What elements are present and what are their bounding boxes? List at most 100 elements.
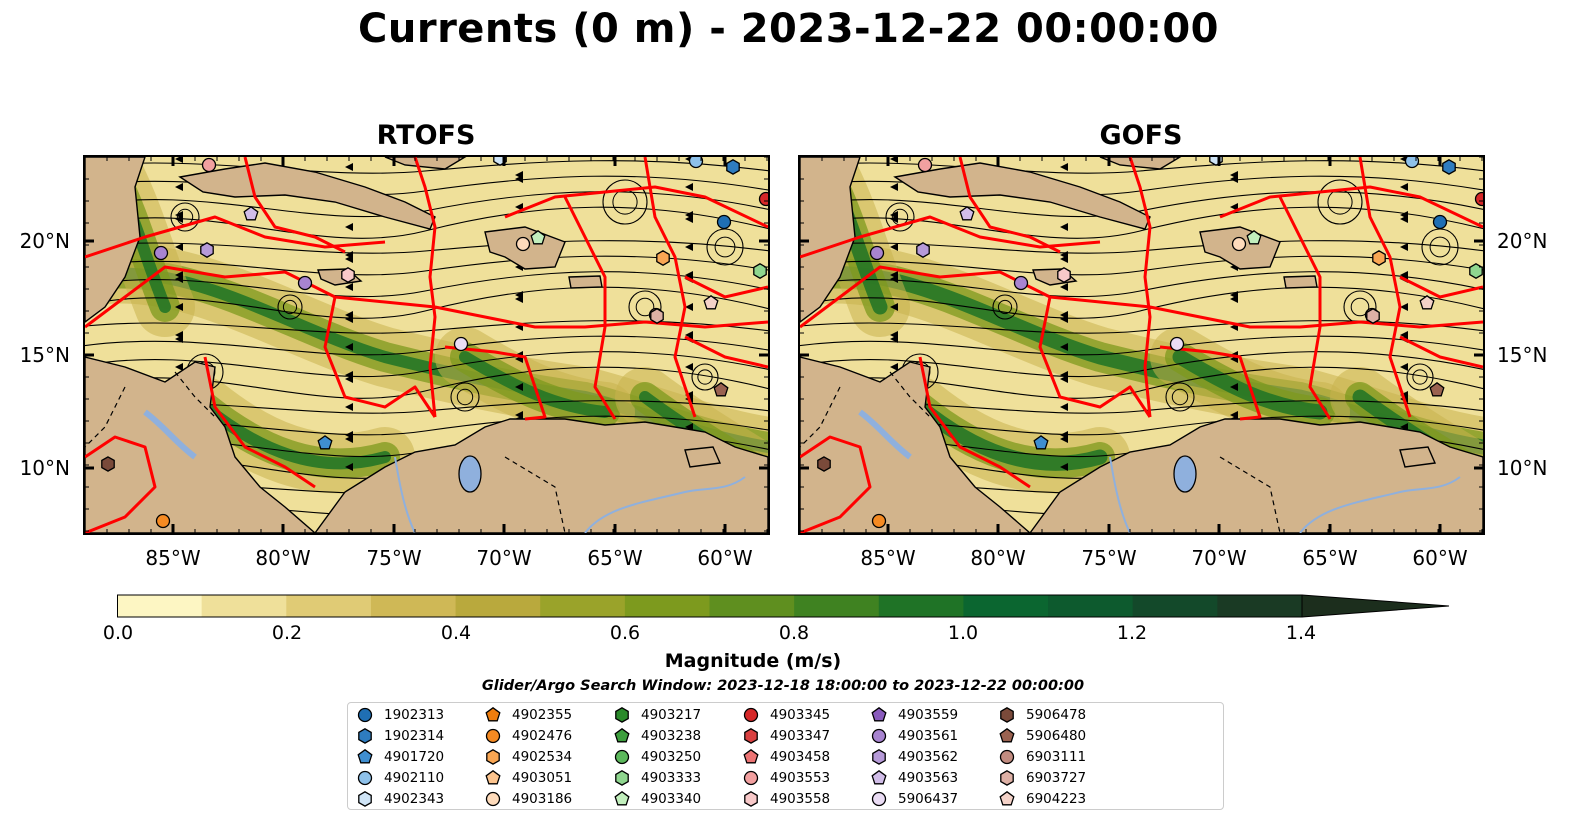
lat-label-15n-left: 15°N: [19, 343, 70, 367]
colorbar-tick: 0.6: [609, 622, 641, 644]
float-marker-5906437: [453, 336, 469, 352]
puerto-rico-landmass: [568, 275, 603, 289]
float-marker-4903333: [753, 263, 767, 279]
map-ticks: [800, 157, 1483, 533]
flow-arrow: [890, 335, 898, 343]
float-marker-icon: [614, 749, 630, 765]
trinidad-landmass: [684, 446, 722, 468]
float-marker-icon: [871, 791, 887, 807]
lat-label-10n-left: 10°N: [19, 456, 70, 480]
float-marker-icon: [872, 749, 886, 765]
map-panel-gofs[interactable]: [798, 155, 1485, 535]
float-marker-shape: [744, 728, 758, 744]
legend-item: 4903217: [613, 705, 701, 725]
lon-label-75w-rtofs: 75°W: [366, 546, 422, 570]
legend-item: 4903559: [870, 705, 958, 725]
eez-boundary: [643, 157, 697, 418]
float-marker-icon: [485, 791, 501, 807]
flow-arrow: [1230, 295, 1238, 303]
lon-label-70w-rtofs: 70°W: [476, 546, 532, 570]
flow-arrow: [890, 157, 898, 163]
legend-label: 4903217: [641, 707, 702, 723]
colorbar-tick: 1.0: [947, 622, 979, 644]
float-marker-shape: [999, 727, 1015, 743]
land: [85, 157, 768, 533]
float-marker-shape: [743, 770, 759, 786]
float-marker-shape: [614, 727, 630, 743]
colorbar-cell: [794, 595, 880, 617]
colorbar-extend-arrow: [1302, 595, 1449, 617]
panel-title-gofs: GOFS: [1099, 120, 1183, 151]
eddy-streamline: [456, 388, 474, 406]
float-marker-5906480: [1429, 381, 1445, 397]
eez-boundary: [85, 435, 157, 533]
eez-boundary: [958, 157, 1061, 254]
legend-item: 4903186: [484, 789, 572, 809]
legend-item: 4903333: [613, 768, 701, 788]
eez-boundary: [1128, 157, 1152, 418]
colorbar-cell: [370, 595, 457, 617]
streamline: [85, 240, 768, 254]
legend-label: 1902314: [384, 728, 445, 744]
float-marker-icon: [615, 770, 629, 786]
streamline: [800, 206, 1483, 239]
colorbar-tick: 0.0: [102, 622, 134, 644]
legend-item: 4903238: [613, 726, 701, 746]
lat-label-10n-right: 10°N: [1497, 456, 1548, 480]
lon-label-65w-rtofs: 65°W: [587, 546, 643, 570]
float-marker-shape: [614, 790, 630, 806]
float-marker-4903553: [201, 157, 217, 173]
flow-arrow: [515, 383, 523, 391]
float-marker-shape: [358, 791, 372, 807]
river: [1109, 456, 1131, 533]
float-marker-icon: [485, 706, 501, 722]
eez-boundary: [203, 356, 316, 489]
legend-item: 4903562: [870, 747, 958, 767]
legend-label: 4903186: [512, 791, 573, 807]
float-marker-icon: [357, 748, 373, 764]
legend-item: 1902314: [356, 726, 444, 746]
flow-arrow: [685, 303, 693, 311]
streamline: [800, 320, 1483, 334]
float-marker-icon: [486, 749, 500, 765]
florida-tip-landmass: [384, 157, 467, 170]
flow-arrow: [175, 303, 183, 311]
float-marker-5906478: [817, 456, 831, 472]
legend-item: 4903563: [870, 768, 958, 788]
float-marker-shape: [743, 707, 759, 723]
colorbar-tick: 1.4: [1285, 622, 1317, 644]
lon-label-85w-gofs: 85°W: [860, 546, 916, 570]
float-marker-icon: [614, 790, 630, 806]
central-america-landmass: [85, 356, 317, 533]
float-marker-5906478: [101, 456, 115, 472]
streamline: [800, 240, 1483, 254]
float-marker-5906480: [713, 381, 729, 397]
flow-arrow: [345, 463, 353, 471]
flow-arrow: [515, 175, 523, 183]
colorbar-cell: [286, 595, 372, 617]
float-marker-icon: [615, 707, 629, 723]
streamline: [85, 206, 768, 239]
legend-label: 4902343: [384, 791, 445, 807]
colorbar-cell: [455, 595, 541, 617]
float-marker-4903340: [1246, 229, 1262, 245]
float-marker-shape: [871, 791, 887, 807]
eddy-streamline: [714, 236, 736, 258]
eez-boundary: [800, 435, 872, 533]
eez-boundary: [1038, 296, 1152, 418]
flow-arrow: [1060, 463, 1068, 471]
float-marker-4903340: [530, 229, 546, 245]
south-america-landmass: [314, 418, 768, 533]
float-marker-4903553: [917, 157, 933, 173]
float-legend: 1902313 1902314 4901720 4902110 4902343 49023…: [347, 702, 1224, 810]
map-panel-rtofs[interactable]: [83, 155, 770, 535]
current-core: [1172, 349, 1328, 420]
streamline: [800, 351, 1483, 378]
eez-boundaries: [800, 157, 1483, 533]
float-marker-shape: [485, 706, 501, 722]
flow-arrow: [175, 183, 183, 191]
float-marker-shape: [615, 707, 629, 723]
legend-label: 5906480: [1026, 728, 1087, 744]
flow-arrow: [685, 243, 693, 251]
legend-item: 4903561: [870, 726, 958, 746]
